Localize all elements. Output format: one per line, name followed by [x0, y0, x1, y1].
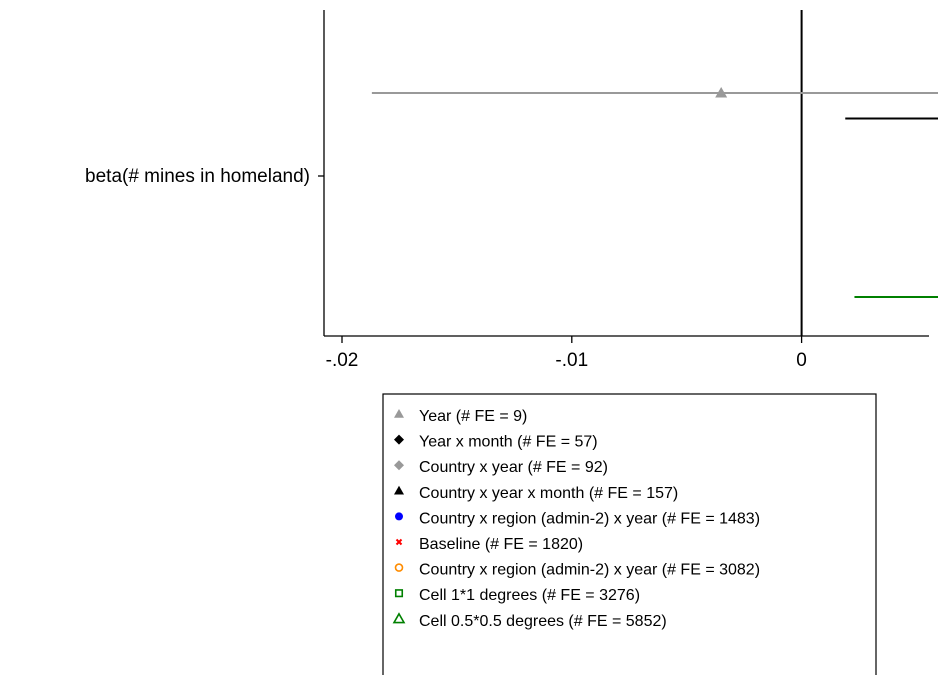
legend-item: Country x year (# FE = 92) — [394, 459, 608, 476]
plot-marks — [371, 87, 938, 298]
legend-item: Country x region (admin-2) x year (# FE … — [394, 562, 760, 579]
coefficient-estimate — [854, 296, 938, 298]
point-marker — [394, 485, 404, 495]
x-tick-label: -.01 — [555, 350, 588, 371]
legend-item: Country x region (admin-2) x year (# FE … — [395, 510, 760, 527]
point-marker — [392, 612, 406, 624]
point-marker — [394, 409, 404, 418]
x-tick-label: 0 — [796, 350, 807, 371]
legend: Year (# FE = 9) Year x month (# FE = 57) C… — [382, 393, 877, 675]
point-marker — [395, 512, 403, 521]
legend-item: Country x year x month (# FE = 157) — [394, 485, 678, 502]
legend-label: Cell 1*1 degrees (# FE = 3276) — [419, 587, 640, 604]
legend-item: Cell 0.5*0.5 degrees (# FE = 5852) — [392, 612, 667, 630]
legend-box — [382, 393, 877, 675]
x-tick-label: -.02 — [326, 350, 359, 371]
legend-label: Cell 0.5*0.5 degrees (# FE = 5852) — [419, 613, 667, 630]
legend-label: Year x month (# FE = 57) — [419, 434, 598, 451]
point-marker — [394, 460, 404, 471]
legend-label: Country x region (admin-2) x year (# FE … — [419, 562, 760, 579]
legend-item: Baseline (# FE = 1820) — [395, 536, 583, 553]
point-marker — [394, 563, 404, 572]
point-marker — [394, 589, 404, 598]
legend-label: Country x year x month (# FE = 157) — [419, 485, 678, 502]
point-marker — [715, 87, 728, 98]
legend-label: Baseline (# FE = 1820) — [419, 536, 583, 553]
plot-axes — [318, 10, 929, 337]
legend-item: Year x month (# FE = 57) — [394, 434, 598, 451]
coefficient-estimate — [371, 87, 938, 98]
marker-stroke — [395, 538, 403, 546]
legend-item: Year (# FE = 9) — [394, 408, 527, 425]
point-marker — [395, 538, 403, 546]
point-marker — [394, 434, 404, 445]
legend-label: Country x year (# FE = 92) — [419, 459, 608, 476]
legend-item: Cell 1*1 degrees (# FE = 3276) — [394, 587, 640, 604]
legend-label: Year (# FE = 9) — [419, 408, 527, 425]
legend-label: Country x region (admin-2) x year (# FE … — [419, 510, 760, 527]
x-axis: -.02-.010.01.02.03 — [326, 336, 807, 371]
y-axis-label: beta(# mines in homeland) — [85, 166, 310, 187]
coefficient-estimate — [845, 117, 938, 120]
